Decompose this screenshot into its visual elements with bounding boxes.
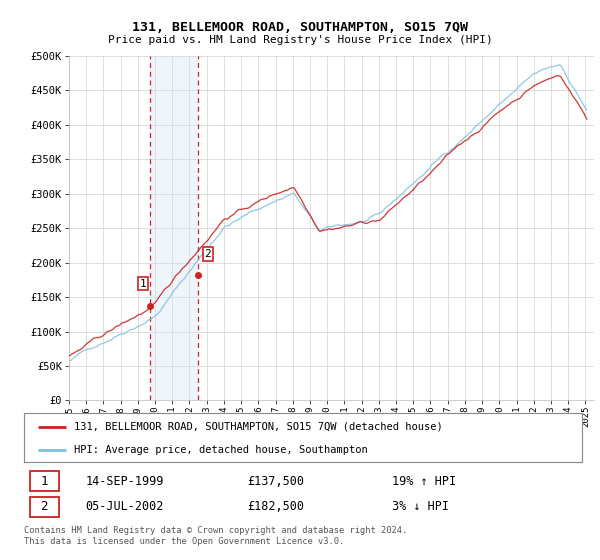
Text: 1: 1 <box>40 474 48 488</box>
Bar <box>150 56 198 400</box>
Text: £182,500: £182,500 <box>247 500 304 514</box>
Text: 1: 1 <box>140 279 146 288</box>
Text: 14-SEP-1999: 14-SEP-1999 <box>85 474 164 488</box>
Text: 2: 2 <box>40 500 48 514</box>
Text: Contains HM Land Registry data © Crown copyright and database right 2024.
This d: Contains HM Land Registry data © Crown c… <box>24 526 407 546</box>
Text: 131, BELLEMOOR ROAD, SOUTHAMPTON, SO15 7QW: 131, BELLEMOOR ROAD, SOUTHAMPTON, SO15 7… <box>132 21 468 34</box>
Text: HPI: Average price, detached house, Southampton: HPI: Average price, detached house, Sout… <box>74 445 368 455</box>
FancyBboxPatch shape <box>29 471 59 491</box>
Text: 3% ↓ HPI: 3% ↓ HPI <box>392 500 449 514</box>
Text: 05-JUL-2002: 05-JUL-2002 <box>85 500 164 514</box>
Text: 131, BELLEMOOR ROAD, SOUTHAMPTON, SO15 7QW (detached house): 131, BELLEMOOR ROAD, SOUTHAMPTON, SO15 7… <box>74 422 443 432</box>
Text: £137,500: £137,500 <box>247 474 304 488</box>
Text: 2: 2 <box>205 249 211 259</box>
Text: Price paid vs. HM Land Registry's House Price Index (HPI): Price paid vs. HM Land Registry's House … <box>107 35 493 45</box>
Text: 19% ↑ HPI: 19% ↑ HPI <box>392 474 457 488</box>
FancyBboxPatch shape <box>29 497 59 517</box>
